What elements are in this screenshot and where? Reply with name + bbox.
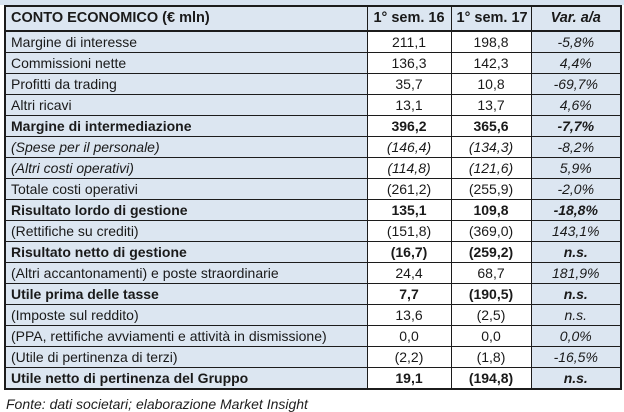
row-value-sem17: 68,7 [450, 262, 532, 284]
row-label: Commissioni nette [4, 52, 368, 74]
row-value-sem17: (2,5) [450, 304, 532, 326]
table-row: Risultato netto di gestione (16,7) (259,2)… [4, 241, 622, 263]
row-value-var: 4,6% [530, 94, 622, 116]
row-value-sem16: 136,3 [366, 52, 452, 74]
row-label: Utile prima delle tasse [4, 283, 368, 305]
row-value-var: n.s. [530, 304, 622, 326]
row-label: (Spese per il personale) [4, 136, 368, 158]
table-row: (Spese per il personale) (146,4) (134,3) -8… [4, 136, 622, 158]
row-value-sem16: 24,4 [366, 262, 452, 284]
row-value-sem17: 198,8 [450, 30, 532, 53]
row-label: Totale costi operativi [4, 178, 368, 200]
row-value-var: -2,0% [530, 178, 622, 200]
row-value-var: -18,8% [530, 199, 622, 221]
row-value-sem16: 0,0 [366, 325, 452, 347]
row-label: (Rettifiche su crediti) [4, 220, 368, 242]
table-row: Totale costi operativi (261,2) (255,9) -2,0… [4, 178, 622, 200]
row-label: (Altri accantonamenti) e poste straordin… [4, 262, 368, 284]
table-row: Utile prima delle tasse 7,7 (190,5) n.s. [4, 283, 622, 305]
row-label: (Utile di pertinenza di terzi) [4, 346, 368, 368]
row-label: Risultato netto di gestione [4, 241, 368, 263]
table-row: (Utile di pertinenza di terzi) (2,2) (1,8)… [4, 346, 622, 368]
row-value-sem17: (121,6) [450, 157, 532, 179]
row-label: (PPA, rettifiche avviamenti e attività i… [4, 325, 368, 347]
row-value-sem16: 135,1 [366, 199, 452, 221]
table-row: (PPA, rettifiche avviamenti e attività i… [4, 325, 622, 347]
row-value-sem16: 396,2 [366, 115, 452, 137]
row-label: Utile netto di pertinenza del Gruppo [4, 367, 368, 390]
row-value-var: -16,5% [530, 346, 622, 368]
income-statement-table: CONTO ECONOMICO (€ mln) 1° sem. 16 1° se… [4, 5, 622, 390]
row-value-var: 181,9% [530, 262, 622, 284]
row-value-sem16: 211,1 [366, 30, 452, 53]
row-label: Margine di interesse [4, 30, 368, 53]
table-row: Commissioni nette 136,3 142,3 4,4% [4, 52, 622, 74]
row-value-var: -7,7% [530, 115, 622, 137]
row-label: Risultato lordo di gestione [4, 199, 368, 221]
column-header-sem16: 1° sem. 16 [366, 5, 452, 32]
table-body: Margine di interesse 211,1 198,8 -5,8% Commi… [4, 30, 622, 390]
table-row: Altri ricavi 13,1 13,7 4,6% [4, 94, 622, 116]
row-label: Profitti da trading [4, 73, 368, 95]
table-row: (Altri accantonamenti) e poste straordin… [4, 262, 622, 284]
row-value-var: n.s. [530, 283, 622, 305]
row-value-sem16: (114,8) [366, 157, 452, 179]
column-header-sem17: 1° sem. 17 [450, 5, 532, 32]
column-header-var: Var. a/a [530, 5, 622, 32]
row-label: Altri ricavi [4, 94, 368, 116]
row-value-sem16: 13,6 [366, 304, 452, 326]
table-title: CONTO ECONOMICO (€ mln) [4, 5, 368, 32]
row-value-sem16: (2,2) [366, 346, 452, 368]
table-row: Risultato lordo di gestione 135,1 109,8 -18… [4, 199, 622, 221]
table-row: Profitti da trading 35,7 10,8 -69,7% [4, 73, 622, 95]
row-value-sem17: 142,3 [450, 52, 532, 74]
row-value-sem16: 19,1 [366, 367, 452, 390]
row-value-sem17: (194,8) [450, 367, 532, 390]
row-value-var: 0,0% [530, 325, 622, 347]
table-row: (Altri costi operativi) (114,8) (121,6) 5,9… [4, 157, 622, 179]
row-value-var: 4,4% [530, 52, 622, 74]
table-row: Margine di intermediazione 396,2 365,6 -7,7… [4, 115, 622, 137]
row-value-sem17: (255,9) [450, 178, 532, 200]
top-strip [0, 0, 624, 5]
row-value-sem17: 365,6 [450, 115, 532, 137]
row-value-sem16: (261,2) [366, 178, 452, 200]
table-row: (Imposte sul reddito) 13,6 (2,5) n.s. [4, 304, 622, 326]
table-row: Margine di interesse 211,1 198,8 -5,8% [4, 30, 622, 53]
row-value-var: 143,1% [530, 220, 622, 242]
row-label: (Imposte sul reddito) [4, 304, 368, 326]
row-value-sem16: 35,7 [366, 73, 452, 95]
row-value-sem16: (16,7) [366, 241, 452, 263]
row-value-var: 5,9% [530, 157, 622, 179]
row-value-sem16: 13,1 [366, 94, 452, 116]
row-value-sem17: 0,0 [450, 325, 532, 347]
row-value-sem16: 7,7 [366, 283, 452, 305]
row-value-var: -69,7% [530, 73, 622, 95]
row-value-sem17: (190,5) [450, 283, 532, 305]
row-value-sem17: 13,7 [450, 94, 532, 116]
row-value-sem16: (146,4) [366, 136, 452, 158]
row-value-var: -5,8% [530, 30, 622, 53]
row-value-sem17: (369,0) [450, 220, 532, 242]
row-value-sem17: (1,8) [450, 346, 532, 368]
row-label: (Altri costi operativi) [4, 157, 368, 179]
table-row: (Rettifiche su crediti) (151,8) (369,0) 143… [4, 220, 622, 242]
table-row: Utile netto di pertinenza del Gruppo 19,1… [4, 367, 622, 390]
row-value-var: n.s. [530, 241, 622, 263]
row-value-sem16: (151,8) [366, 220, 452, 242]
row-value-var: n.s. [530, 367, 622, 390]
source-note: Fonte: dati societari; elaborazione Mark… [6, 396, 308, 412]
row-value-sem17: 10,8 [450, 73, 532, 95]
row-label: Margine di intermediazione [4, 115, 368, 137]
row-value-var: -8,2% [530, 136, 622, 158]
row-value-sem17: (134,3) [450, 136, 532, 158]
row-value-sem17: 109,8 [450, 199, 532, 221]
header-row: CONTO ECONOMICO (€ mln) 1° sem. 16 1° se… [4, 5, 622, 32]
row-value-sem17: (259,2) [450, 241, 532, 263]
